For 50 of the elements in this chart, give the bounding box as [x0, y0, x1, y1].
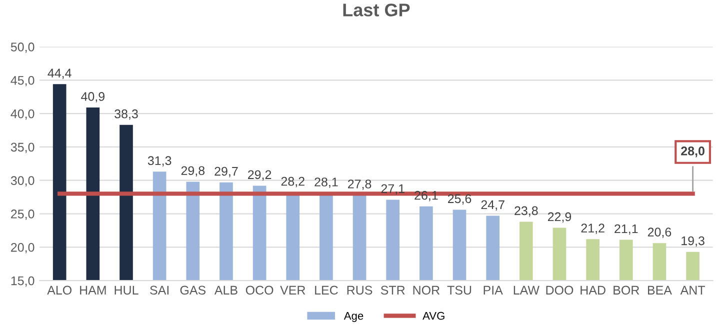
- y-tick-label: 45,0: [10, 76, 34, 86]
- x-tick-label: VER: [280, 286, 306, 294]
- x-tick-label: STR: [380, 286, 405, 295]
- x-tick-label: RUS: [347, 286, 372, 295]
- y-tick-label: 40,0: [10, 109, 34, 120]
- x-tick-label: PIA: [484, 286, 503, 294]
- y-tick-label: 30,0: [10, 176, 34, 186]
- data-label: 28,0: [681, 146, 704, 158]
- x-tick-label: BOR: [614, 286, 640, 295]
- y-tick-label: 50,0: [10, 42, 34, 53]
- y-tick-label: 15,0: [11, 276, 34, 287]
- legend-label: Age: [344, 312, 364, 322]
- chart-title: Last GP: [343, 4, 410, 16]
- data-label: 21,1: [614, 224, 638, 235]
- x-tick-label: ANT: [680, 286, 706, 294]
- data-label: 29,7: [214, 166, 238, 178]
- data-label: 44,4: [48, 68, 72, 80]
- data-label: 29,2: [248, 170, 272, 181]
- data-label: 22,9: [548, 212, 572, 223]
- data-label: 27,8: [348, 180, 372, 190]
- y-tick-label: 20,0: [11, 242, 34, 254]
- data-label: 40,9: [81, 92, 104, 102]
- x-tick-label: OCO: [246, 286, 274, 295]
- data-label: 21,2: [581, 224, 604, 234]
- x-tick-label: LEC: [315, 286, 338, 295]
- data-label: 23,8: [514, 206, 538, 217]
- x-tick-label: SAI: [150, 286, 168, 295]
- x-tick-label: HAM: [80, 286, 106, 294]
- legend-label: AVG: [422, 312, 444, 320]
- data-label: 31,3: [148, 156, 172, 167]
- x-tick-label: BEA: [648, 286, 672, 294]
- data-label: 28,2: [281, 176, 304, 188]
- x-tick-label: GAS: [180, 286, 206, 295]
- data-label: 29,8: [181, 166, 205, 177]
- y-tick-label: 35,0: [10, 142, 34, 154]
- x-tick-label: TSU: [447, 286, 472, 295]
- data-label: 24,7: [481, 200, 504, 211]
- data-label: 28,1: [314, 178, 338, 188]
- data-label: 19,3: [682, 236, 704, 247]
- x-tick-label: HAD: [580, 286, 606, 294]
- x-tick-label: LAW: [514, 286, 540, 294]
- data-label: 25,6: [448, 194, 472, 205]
- x-tick-label: HUL: [114, 286, 138, 295]
- x-tick-label: DOO: [546, 286, 574, 295]
- x-tick-label: ALO: [47, 286, 72, 295]
- x-tick-label: ALB: [214, 286, 238, 294]
- data-label: 38,3: [114, 109, 138, 120]
- x-tick-label: NOR: [413, 286, 440, 295]
- data-label: 20,6: [648, 228, 672, 238]
- y-tick-label: 25,0: [11, 210, 34, 220]
